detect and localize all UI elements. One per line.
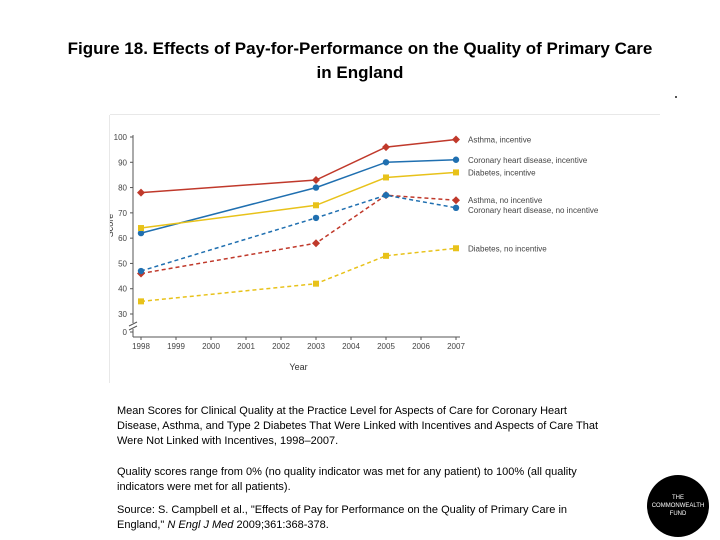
y-tick-label: 0 xyxy=(123,328,128,337)
x-tick-label: 1999 xyxy=(167,342,185,351)
series-3-point-3 xyxy=(452,196,460,205)
series-4-point-3 xyxy=(452,204,460,211)
x-tick-label: 2004 xyxy=(342,342,360,351)
x-axis-title: Year xyxy=(289,362,307,372)
logo-line-3: FUND xyxy=(669,511,687,517)
series-5-point-0 xyxy=(138,298,144,305)
series-4-point-0 xyxy=(137,267,145,275)
series-1-point-3 xyxy=(452,156,460,163)
y-tick-label: 60 xyxy=(118,234,127,243)
x-tick-label: 2003 xyxy=(307,342,325,351)
series-2-point-2 xyxy=(383,174,389,181)
series-5-point-1 xyxy=(313,280,319,287)
series-0-point-1 xyxy=(312,175,320,184)
page-title: Figure 18. Effects of Pay-for-Performanc… xyxy=(10,37,710,85)
line-chart: 0 30 40 50 60 70 80 90 100 1998 1999 2000 2001 2002 20… xyxy=(105,133,599,372)
source-prefix: Source: S. Campbell et al., "Effects of … xyxy=(117,504,568,531)
x-tick-label: 2001 xyxy=(237,342,255,351)
x-tick-label: 2007 xyxy=(447,342,465,351)
x-tick-label: 2006 xyxy=(412,342,430,351)
source-journal: N Engl J Med xyxy=(167,519,234,531)
series-line-4 xyxy=(140,194,457,272)
legend-label-5: Diabetes, no incentive xyxy=(468,244,547,253)
y-tick-label: 40 xyxy=(118,285,127,294)
series-line-1 xyxy=(140,159,457,234)
series-1-point-0 xyxy=(137,229,145,237)
series-line-0 xyxy=(140,138,457,194)
series-line-2 xyxy=(140,171,457,229)
series-line-3 xyxy=(140,194,457,275)
figure-description: Mean Scores for Clinical Quality at the … xyxy=(117,405,599,447)
series-2-point-0 xyxy=(138,225,144,232)
series-4-point-2 xyxy=(382,191,390,199)
y-tick-label: 50 xyxy=(118,259,127,268)
series-4-point-1 xyxy=(312,214,320,222)
series-2-point-1 xyxy=(313,202,319,209)
y-axis-break-mark-2 xyxy=(128,325,138,331)
commonwealth-fund-logo: THE COMMONWEALTH FUND xyxy=(647,475,709,537)
logo-line-1: THE xyxy=(672,495,684,501)
y-tick-label: 80 xyxy=(118,184,127,193)
legend-label-1: Coronary heart disease, incentive xyxy=(468,156,588,165)
y-tick-label: 100 xyxy=(114,133,128,142)
legend-label-4: Coronary heart disease, no incentive xyxy=(468,206,599,215)
y-tick-label: 70 xyxy=(118,209,127,218)
x-tick-label: 1998 xyxy=(132,342,150,351)
series-2-point-3 xyxy=(453,169,459,176)
series-0-point-3 xyxy=(452,135,460,144)
series-0-point-0 xyxy=(137,188,145,197)
legend-label-2: Diabetes, incentive xyxy=(468,168,536,177)
series-5-point-2 xyxy=(383,252,389,259)
title-line-2: in England xyxy=(316,63,404,82)
source-suffix: 2009;361:368-378. xyxy=(233,519,329,531)
series-1-point-2 xyxy=(382,159,390,166)
logo-line-2: COMMONWEALTH xyxy=(651,503,705,509)
x-tick-label: 2002 xyxy=(272,342,290,351)
source-citation: Source: S. Campbell et al., "Effects of … xyxy=(117,503,603,533)
y-tick-label: 30 xyxy=(118,310,127,319)
y-axis-break-mark-1 xyxy=(128,321,138,327)
y-tick-label: 90 xyxy=(118,158,127,167)
range-note: Quality scores range from 0% (no quality… xyxy=(117,466,577,493)
series-0-point-2 xyxy=(382,143,390,152)
series-5-point-3 xyxy=(453,245,459,252)
series-1-point-1 xyxy=(312,184,320,191)
x-tick-label: 2000 xyxy=(202,342,220,351)
stray-dot xyxy=(675,96,677,98)
legend-label-3: Asthma, no incentive xyxy=(468,196,543,205)
series-line-5 xyxy=(140,247,457,303)
title-line-1: Figure 18. Effects of Pay-for-Performanc… xyxy=(67,39,653,58)
chart-panel: 0 30 40 50 60 70 80 90 100 1998 1999 2000 2001 2002 20… xyxy=(105,115,660,383)
legend-label-0: Asthma, incentive xyxy=(468,136,532,145)
y-axis-title: Score xyxy=(110,214,115,238)
x-tick-label: 2005 xyxy=(377,342,395,351)
series-3-point-1 xyxy=(312,239,320,248)
